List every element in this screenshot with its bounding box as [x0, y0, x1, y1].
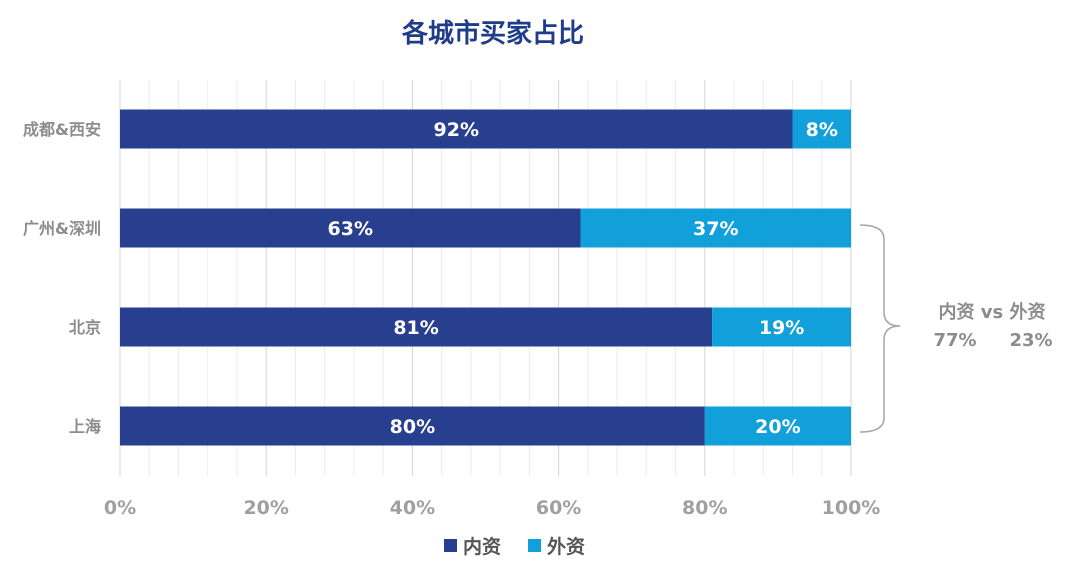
bar-segment-domestic [120, 307, 713, 347]
legend: 内资 外资 [444, 535, 585, 558]
data-label: 37% [693, 218, 738, 240]
annotation-line1: 内资 vs 外资 [939, 301, 1046, 323]
category-label: 成都&西安 [23, 120, 101, 139]
bracket [859, 224, 901, 433]
bar-segment-foreign [580, 208, 851, 248]
data-label: 81% [393, 317, 438, 339]
bar-segment-foreign [704, 406, 851, 446]
legend-swatch [528, 539, 541, 552]
data-label: 19% [759, 317, 804, 339]
bar-segment-domestic [120, 109, 793, 149]
data-label: 20% [755, 416, 800, 438]
x-tick-label: 80% [682, 497, 727, 519]
x-tick-labels: 0% 20% 40% 60% 80% 100% [104, 497, 880, 519]
category-label: 上海 [69, 417, 101, 436]
bar-segment-foreign [712, 307, 851, 347]
bar-segment-domestic [120, 406, 705, 446]
category-label: 广州&深圳 [23, 219, 101, 238]
category-label: 北京 [69, 318, 101, 337]
data-label: 8% [806, 119, 838, 141]
data-label: 80% [390, 416, 435, 438]
x-tick-label: 20% [243, 497, 288, 519]
bracket-annotation: 内资 vs 外资 77% 23% [859, 224, 1053, 433]
legend-label: 外资 [547, 535, 585, 558]
legend-label: 内资 [463, 535, 501, 558]
bar-segment-domestic [120, 208, 581, 248]
legend-swatch [444, 539, 457, 552]
data-label: 92% [434, 119, 479, 141]
bars: 92% 8% 63% 37% 81% 19% 80% 20% [120, 109, 851, 446]
x-tick-label: 0% [104, 497, 136, 519]
x-tick-label: 40% [390, 497, 435, 519]
annotation-domestic-share: 77% [933, 330, 976, 351]
data-label: 63% [328, 218, 373, 240]
x-tick-label: 60% [536, 497, 581, 519]
x-tick-label: 100% [822, 497, 881, 519]
annotation-foreign-share: 23% [1009, 330, 1052, 351]
chart-title: 各城市买家占比 [401, 18, 584, 49]
bar-segment-foreign [792, 109, 851, 149]
